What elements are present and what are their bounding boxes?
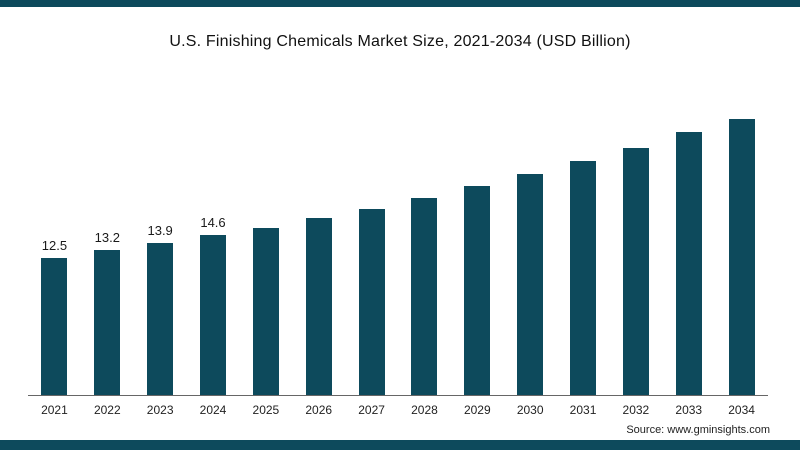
bar-2022 xyxy=(94,250,121,395)
x-tick-label-2025: 2025 xyxy=(252,403,280,417)
x-tick-label-2021: 2021 xyxy=(41,403,68,417)
bar-column-2024: 14.6 xyxy=(187,99,240,395)
bar-value-label-2023: 13.9 xyxy=(147,223,173,238)
x-tick-label-2023: 2023 xyxy=(146,403,174,417)
x-tick-label-2030: 2030 xyxy=(516,403,544,417)
bar-2024 xyxy=(200,235,226,395)
bar-column-2025 xyxy=(239,99,292,395)
bar-2031 xyxy=(570,161,597,395)
plot-area: 12.5 13.2 13.9 14.6 2021 2022 2023 2024 2025 202… xyxy=(28,99,768,417)
top-accent-band xyxy=(0,0,800,7)
bar-2028 xyxy=(411,198,438,395)
bar-column-2031 xyxy=(557,99,610,395)
bar-value-label-2024: 14.6 xyxy=(200,215,226,230)
chart-title: U.S. Finishing Chemicals Market Size, 20… xyxy=(169,33,631,50)
bottom-accent-band xyxy=(0,440,800,450)
bar-column-2021: 12.5 xyxy=(28,99,81,395)
bar-column-2034 xyxy=(715,99,768,395)
bar-column-2032 xyxy=(609,99,662,395)
bar-column-2033 xyxy=(662,99,715,395)
bar-2025 xyxy=(252,228,279,395)
x-tick-label-2027: 2027 xyxy=(358,403,385,417)
bar-column-2026 xyxy=(292,99,345,395)
x-tick-label-2033: 2033 xyxy=(675,403,703,417)
bar-column-2030 xyxy=(504,99,557,395)
x-tick-label-2034: 2034 xyxy=(728,403,755,417)
x-tick-label-2029: 2029 xyxy=(463,403,491,417)
x-tick-label-2028: 2028 xyxy=(411,403,438,417)
bar-2032 xyxy=(622,148,649,395)
bar-2026 xyxy=(305,218,332,395)
source-credit: Source: www.gminsights.com xyxy=(626,424,770,436)
bar-column-2029 xyxy=(451,99,504,395)
bar-column-2028 xyxy=(398,99,451,395)
bar-2030 xyxy=(517,174,544,395)
bar-2023 xyxy=(147,243,174,395)
bar-2029 xyxy=(464,186,491,395)
bar-value-label-2022: 13.2 xyxy=(94,230,120,245)
x-tick-label-2031: 2031 xyxy=(569,403,597,417)
x-tick-label-2026: 2026 xyxy=(305,403,333,417)
bar-column-2023: 13.9 xyxy=(134,99,187,395)
bar-2033 xyxy=(675,132,702,395)
bar-2034 xyxy=(728,119,755,395)
x-tick-label-2024: 2024 xyxy=(199,403,227,417)
x-axis-labels: 2021 2022 2023 2024 2025 2026 2027 2028 2029 2030… xyxy=(28,403,768,417)
bar-2027 xyxy=(358,209,385,395)
bar-column-2022: 13.2 xyxy=(81,99,134,395)
bar-2021 xyxy=(41,258,68,395)
bar-plot: 12.5 13.2 13.9 14.6 xyxy=(28,99,768,396)
bar-column-2027 xyxy=(345,99,398,395)
x-tick-label-2032: 2032 xyxy=(622,403,650,417)
x-tick-label-2022: 2022 xyxy=(93,403,121,417)
bar-value-label-2021: 12.5 xyxy=(41,238,68,253)
